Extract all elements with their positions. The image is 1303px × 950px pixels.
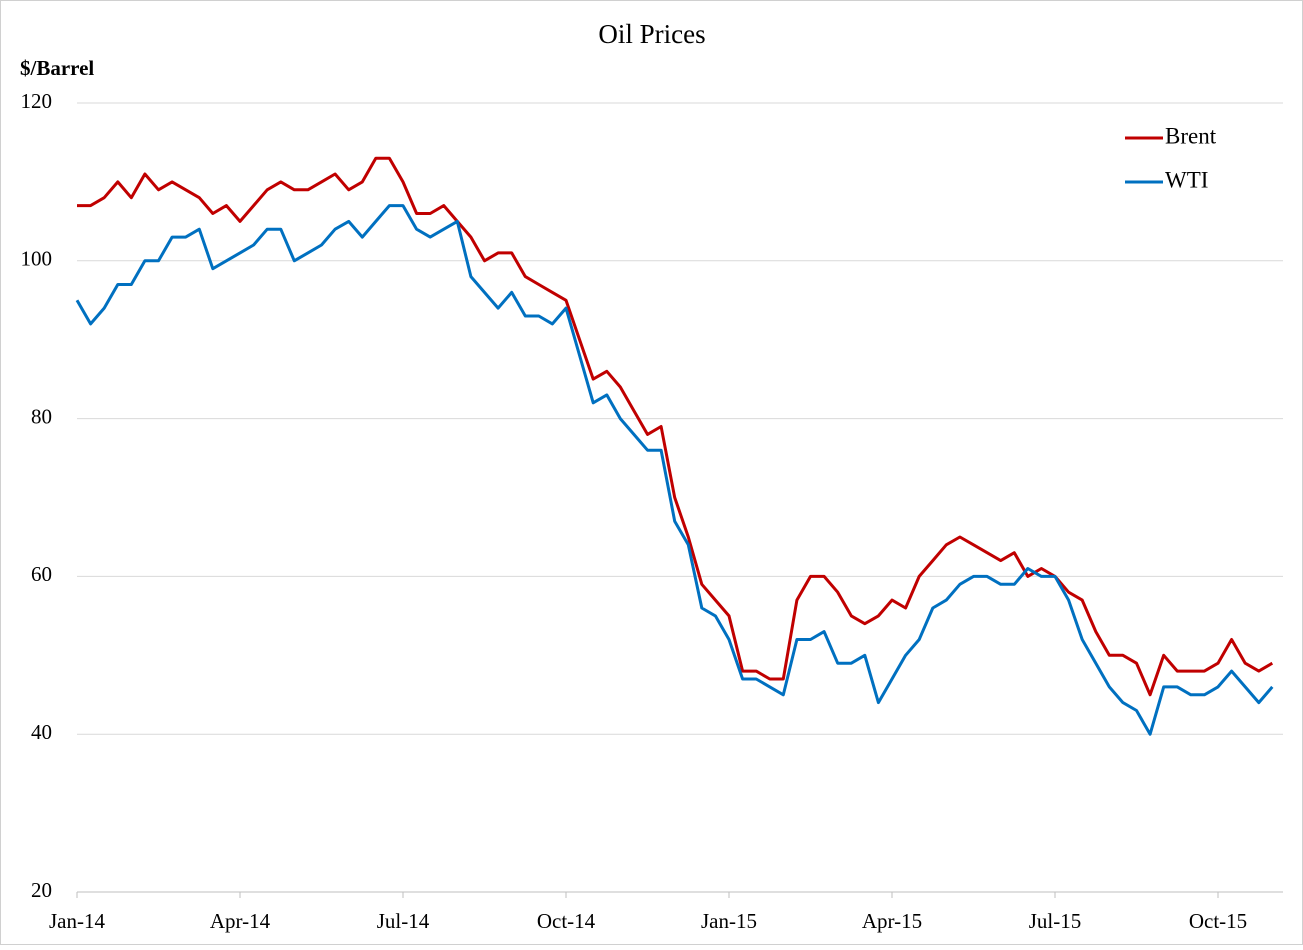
chart-title: Oil Prices [598,19,705,49]
series-line [77,156,1274,697]
y-tick-label: 80 [31,404,52,428]
y-tick-label: 20 [31,878,52,902]
series-line [75,204,1274,736]
y-tick-label: 40 [31,720,52,744]
y-tick-label: 120 [21,89,53,113]
x-tick-label: Jan-15 [701,909,757,933]
y-tick-label: 60 [31,562,52,586]
legend-label: Brent [1165,123,1217,148]
x-tick-label: Oct-14 [537,909,596,933]
x-tick-label: Jan-14 [49,909,105,933]
x-tick-label: Jul-15 [1029,909,1082,933]
x-tick-label: Apr-15 [862,909,922,933]
x-tick-label: Apr-14 [210,909,271,933]
x-tick-label: Jul-14 [377,909,430,933]
y-axis-label: $/Barrel [20,56,94,80]
x-tick-label: Oct-15 [1189,909,1247,933]
y-tick-label: 100 [21,247,53,271]
legend-label: WTI [1165,167,1208,192]
